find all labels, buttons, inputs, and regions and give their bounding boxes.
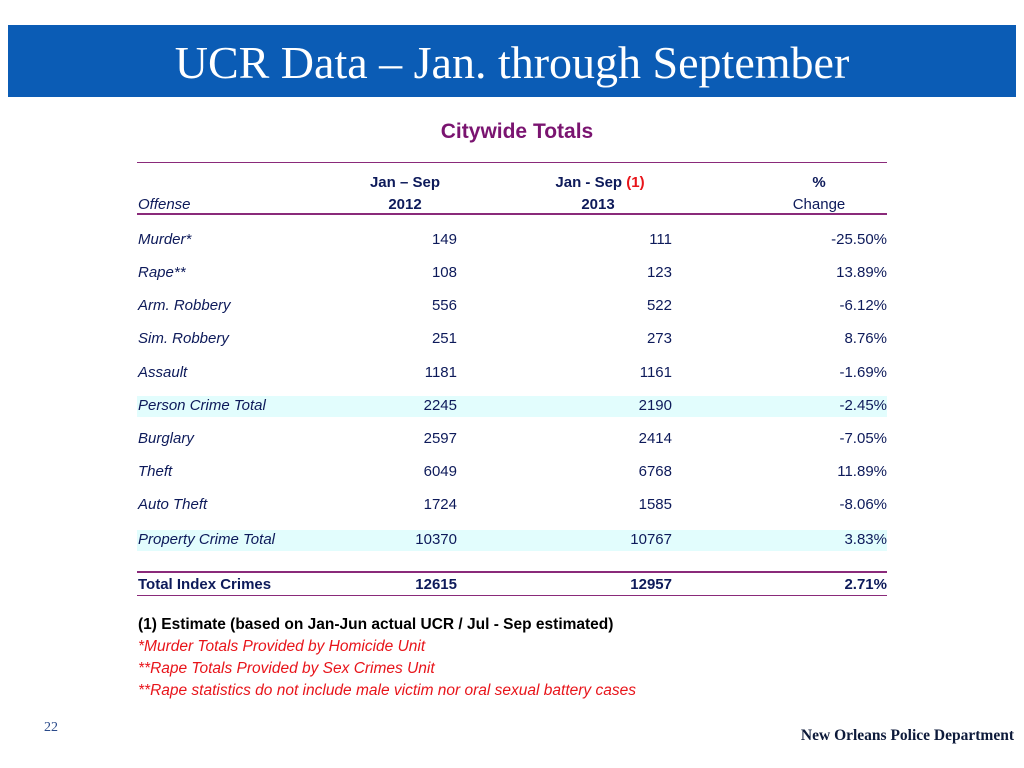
cell-value: 8.76%: [844, 330, 887, 347]
slide-title: UCR Data – Jan. through September: [174, 37, 850, 88]
table-title: Citywide Totals: [440, 120, 594, 143]
cell-value: 3.83%: [844, 531, 887, 548]
cell-value: 1724: [423, 496, 457, 513]
footnote: **Rape statistics do not include male vi…: [138, 682, 636, 699]
rule: [137, 595, 887, 596]
cell-value: 2414: [638, 430, 672, 447]
cell-value: 2245: [423, 397, 457, 414]
cell-value: 2597: [423, 430, 457, 447]
cell-value: 2190: [638, 397, 672, 414]
row-label: Total Index Crimes: [138, 576, 272, 593]
cell-value: 556: [431, 297, 457, 314]
footnote: *Murder Totals Provided by Homicide Unit: [138, 638, 426, 655]
cell-value: 1585: [638, 496, 672, 513]
footnote: **Rape Totals Provided by Sex Crimes Uni…: [138, 660, 435, 677]
footer-organization: New Orleans Police Department: [800, 727, 1014, 744]
rule: [137, 571, 887, 573]
cell-value: 12957: [630, 576, 672, 593]
header-text: Jan - Sep: [555, 174, 627, 191]
row-label: Rape**: [138, 264, 186, 281]
cell-value: -1.69%: [839, 364, 887, 381]
column-header: Change: [792, 196, 846, 213]
row-label: Property Crime Total: [138, 531, 275, 548]
cell-value: 123: [646, 264, 672, 281]
row-highlight: [137, 396, 887, 417]
column-header: 2013: [581, 196, 615, 213]
cell-value: 12615: [415, 576, 457, 593]
column-header: Jan - Sep (1): [530, 174, 670, 191]
title-bar: [8, 25, 1016, 97]
cell-value: 6768: [638, 463, 672, 480]
row-label: Burglary: [138, 430, 194, 447]
row-label: Theft: [138, 463, 173, 480]
column-header: Offense: [138, 196, 191, 213]
cell-value: -6.12%: [839, 297, 887, 314]
rule: [137, 213, 887, 215]
cell-value: 10370: [415, 531, 457, 548]
row-label: Arm. Robbery: [138, 297, 231, 314]
column-header: Jan – Sep: [369, 174, 441, 191]
row-label: Murder*: [138, 231, 192, 248]
row-highlight: [137, 530, 887, 551]
cell-value: 1181: [424, 364, 457, 381]
cell-value: 13.89%: [836, 264, 887, 281]
footnote: (1) Estimate (based on Jan-Jun actual UC…: [138, 616, 614, 633]
cell-value: 111: [649, 231, 672, 248]
cell-value: 149: [431, 231, 457, 248]
row-label: Assault: [138, 364, 188, 381]
cell-value: -25.50%: [831, 231, 887, 248]
cell-value: -7.05%: [839, 430, 887, 447]
cell-value: 2.71%: [844, 576, 887, 593]
column-header: %: [812, 174, 826, 191]
cell-value: 251: [431, 330, 457, 347]
cell-value: 10767: [630, 531, 672, 548]
row-label: Person Crime Total: [138, 397, 266, 414]
cell-value: 1161: [639, 364, 672, 381]
cell-value: 6049: [423, 463, 457, 480]
row-label: Auto Theft: [138, 496, 208, 513]
cell-value: 522: [646, 297, 672, 314]
cell-value: 11.89%: [837, 463, 887, 480]
cell-value: 108: [431, 264, 457, 281]
cell-value: 273: [646, 330, 672, 347]
column-header: 2012: [388, 196, 422, 213]
cell-value: -8.06%: [839, 496, 887, 513]
header-note: (1): [626, 174, 645, 191]
row-label: Sim. Robbery: [138, 330, 229, 347]
cell-value: -2.45%: [839, 397, 887, 414]
rule: [137, 162, 887, 163]
page-number: 22: [44, 720, 58, 735]
